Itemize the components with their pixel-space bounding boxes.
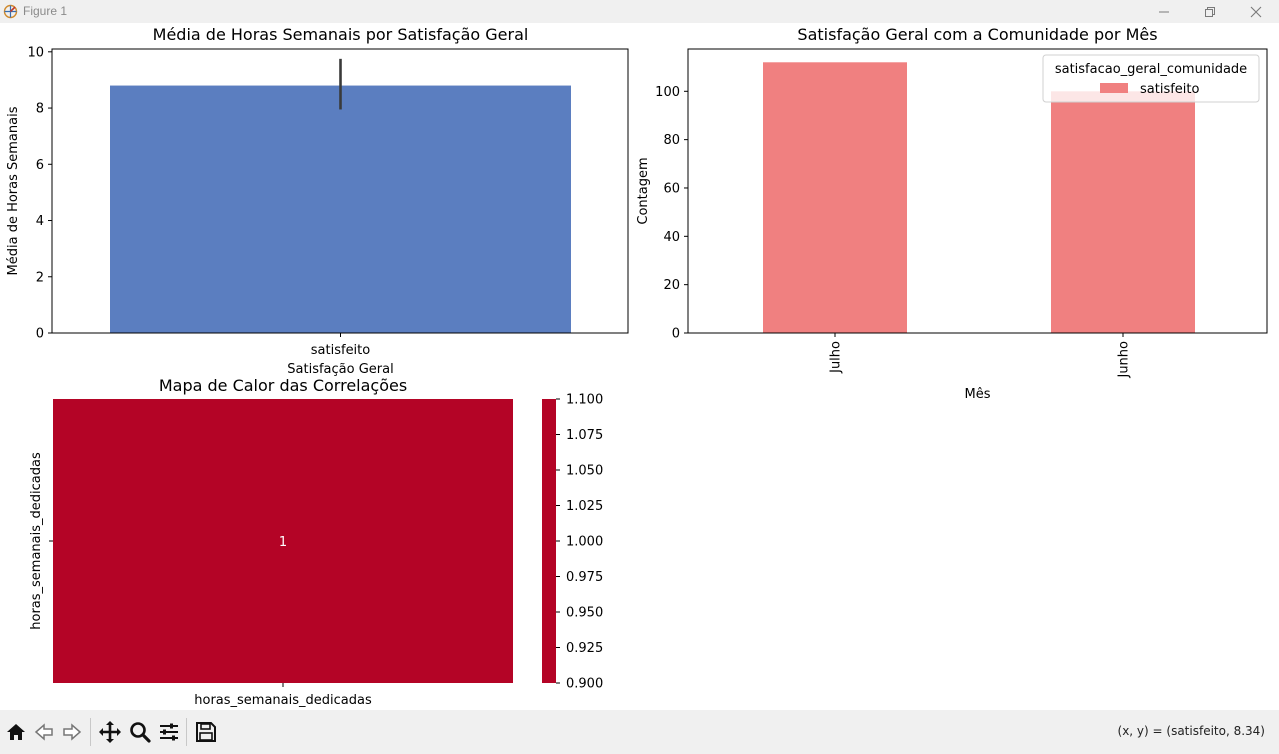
x-tick-label: Junho xyxy=(1117,341,1132,379)
maximize-button[interactable] xyxy=(1187,0,1233,23)
y-tick-label: horas_semanais_dedicadas xyxy=(29,452,44,630)
y-tick-label: 2 xyxy=(36,270,44,285)
back-button[interactable] xyxy=(31,720,57,744)
y-tick-label: 60 xyxy=(663,181,680,196)
bar-junho xyxy=(1051,91,1195,333)
matplotlib-app-icon xyxy=(3,4,18,19)
legend-title: satisfacao_geral_comunidade xyxy=(1055,62,1247,77)
y-tick-label: 10 xyxy=(27,45,44,60)
zoom-button[interactable] xyxy=(127,720,153,744)
toolbar-separator xyxy=(186,718,187,746)
home-icon xyxy=(7,724,25,740)
save-icon xyxy=(196,722,216,742)
legend-swatch xyxy=(1100,83,1128,93)
colorbar-tick-label: 1.100 xyxy=(566,393,603,408)
heatmap-annotation: 1 xyxy=(279,535,287,550)
chart-title: Média de Horas Semanais por Satisfação G… xyxy=(153,25,529,44)
y-axis-label: Contagem xyxy=(636,157,651,224)
legend-label: satisfeito xyxy=(1140,82,1200,97)
pan-button[interactable] xyxy=(97,720,123,744)
colorbar-tick-label: 0.975 xyxy=(566,570,603,585)
x-axis-label: Mês xyxy=(965,387,991,402)
x-axis-label: Satisfação Geral xyxy=(287,362,393,377)
restore-icon xyxy=(1205,6,1215,17)
back-icon xyxy=(34,723,53,741)
colorbar-tick-label: 0.925 xyxy=(566,641,603,656)
colorbar-tick-label: 1.075 xyxy=(566,428,603,443)
save-button[interactable] xyxy=(193,720,219,744)
legend-box xyxy=(1042,54,1260,103)
window-title: Figure 1 xyxy=(23,4,68,18)
x-tick-label: satisfeito xyxy=(311,343,371,358)
toolbar-separator xyxy=(90,718,91,746)
pan-icon xyxy=(99,721,121,743)
y-tick-label: 20 xyxy=(663,278,680,293)
forward-icon xyxy=(63,723,82,741)
minimize-icon xyxy=(1159,11,1169,12)
x-tick-label: Julho xyxy=(829,341,844,374)
chart-title: Satisfação Geral com a Comunidade por Mê… xyxy=(797,25,1157,44)
y-tick-label: 40 xyxy=(663,230,680,245)
colorbar-tick-label: 1.025 xyxy=(566,499,603,514)
axes-frame xyxy=(687,48,1268,334)
y-tick-label: 0 xyxy=(36,327,44,342)
y-tick-label: 8 xyxy=(36,102,44,117)
y-axis-label: Média de Horas Semanais xyxy=(6,106,21,275)
zoom-icon xyxy=(130,722,151,743)
colorbar-tick-label: 1.050 xyxy=(566,464,603,479)
chart-title: Mapa de Calor das Correlações xyxy=(159,376,407,395)
colorbar-tick-label: 0.900 xyxy=(566,677,603,692)
configure-subplots-icon xyxy=(160,723,178,741)
colorbar-tick-label: 0.950 xyxy=(566,606,603,621)
colorbar-tick-label: 1.000 xyxy=(566,535,603,550)
colorbar xyxy=(542,399,556,683)
y-tick-label: 80 xyxy=(663,133,680,148)
x-tick-label: horas_semanais_dedicadas xyxy=(194,693,372,708)
close-icon xyxy=(1250,6,1262,17)
cursor-coordinates: (x, y) = (satisfeito, 8.34) xyxy=(1117,724,1265,738)
y-tick-label: 0 xyxy=(672,327,680,342)
bar-julho xyxy=(763,62,907,334)
figure-canvas[interactable]: 0 2 4 6 8 10 satisfeito Satisfação Geral Média d… xyxy=(0,23,1279,710)
navigation-toolbar: (x, y) = (satisfeito, 8.34) xyxy=(0,710,1279,754)
configure-subplots-button[interactable] xyxy=(156,720,182,744)
window-titlebar: Figure 1 xyxy=(0,0,1279,23)
forward-button[interactable] xyxy=(59,720,85,744)
heatmap-cell xyxy=(53,399,513,683)
y-tick-label: 4 xyxy=(36,214,44,229)
home-button[interactable] xyxy=(3,720,29,744)
minimize-button[interactable] xyxy=(1141,0,1187,23)
bar-satisfeito xyxy=(110,85,571,333)
y-tick-label: 100 xyxy=(655,85,680,100)
y-tick-label: 6 xyxy=(36,158,44,173)
close-button[interactable] xyxy=(1233,0,1279,23)
